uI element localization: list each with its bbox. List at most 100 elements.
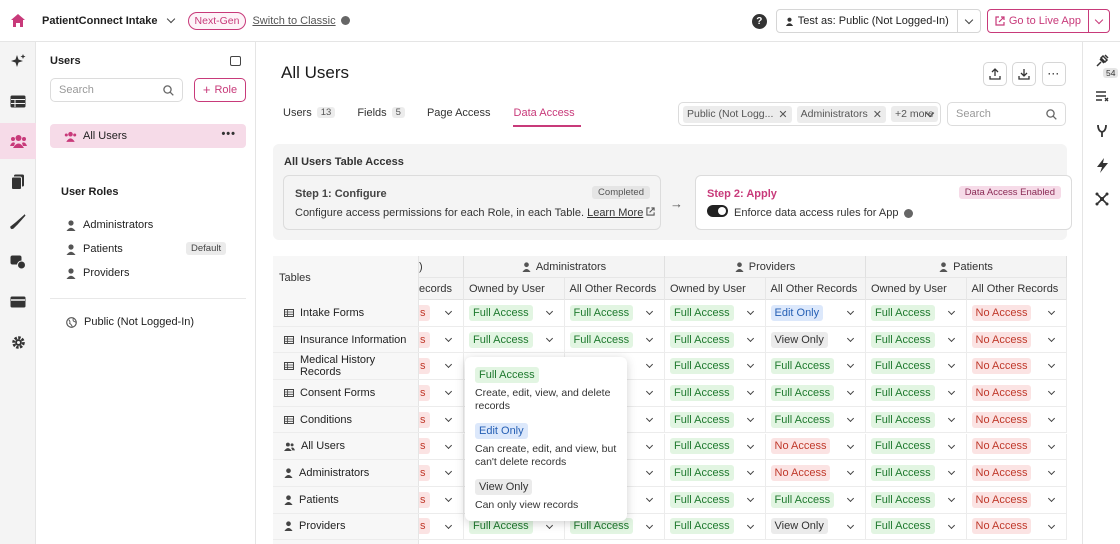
chevron-down-icon[interactable] [746,468,754,476]
access-cell[interactable]: Full Access [564,326,665,354]
upload-button[interactable] [983,62,1007,86]
option-view-only[interactable]: View Only Can only view records [475,479,620,512]
chevron-down-icon[interactable] [947,414,955,422]
chevron-down-icon[interactable] [746,441,754,449]
table-name-row[interactable]: Intake Forms [273,300,419,327]
option-edit-only[interactable]: Edit Only Can create, edit, and view, bu… [475,423,620,469]
table-name-row[interactable]: Insurance Information [273,327,419,354]
chevron-down-icon[interactable] [846,414,855,422]
enforce-access-toggle[interactable] [707,205,728,217]
chevron-down-icon[interactable] [545,307,553,316]
chevron-down-icon[interactable] [964,15,974,24]
app-switcher-chevron-icon[interactable] [166,14,175,24]
chevron-down-icon[interactable] [1047,361,1056,369]
chevron-down-icon[interactable] [645,334,654,342]
role-filter[interactable]: Public (Not Logg... ✕ Administrators ✕ +… [678,102,941,126]
access-cell[interactable]: No Access [966,380,1067,407]
access-cell[interactable]: Full Access [665,300,766,327]
chevron-down-icon[interactable] [1047,521,1056,529]
test-as-dropdown[interactable]: Test as: Public (Not Logged-In) [775,9,981,33]
table-name-row[interactable]: Providers [273,514,419,541]
table-search-input[interactable]: Search [947,102,1066,126]
chevron-down-icon[interactable] [947,468,955,476]
access-cell[interactable]: No Access [966,486,1067,514]
partial-access-cell[interactable]: s [419,513,464,541]
chevron-down-icon[interactable] [1047,468,1056,476]
chevron-down-icon[interactable] [545,334,553,342]
access-cell[interactable]: No Access [966,513,1067,541]
access-cell[interactable]: Full Access [765,353,866,381]
partial-access-cell[interactable]: s [419,433,464,461]
chevron-down-icon[interactable] [846,494,855,502]
rail-pages-icon[interactable] [0,164,36,200]
switch-to-classic-link[interactable]: Switch to Classic [252,14,336,27]
access-cell[interactable]: Full Access [866,486,967,514]
remove-chip-icon[interactable]: ✕ [778,108,788,121]
rail-automations-icon[interactable] [0,244,36,280]
add-role-button[interactable]: + Role [194,78,246,102]
table-name-row[interactable]: All Users [273,434,419,461]
chevron-down-icon[interactable] [846,521,855,529]
partial-access-cell[interactable]: s [419,300,464,327]
access-cell[interactable]: Full Access [866,300,967,327]
chevron-down-icon[interactable] [846,334,855,342]
table-name-row[interactable]: Patients [273,487,419,514]
table-name-row[interactable]: Consent Forms [273,380,419,407]
sidebar-item-all-users[interactable]: All Users ••• [50,124,246,148]
filter-chip[interactable]: Administrators ✕ [796,105,886,123]
chevron-down-icon[interactable] [746,361,754,369]
home-icon[interactable] [0,13,36,28]
download-button[interactable] [1012,62,1036,86]
help-icon[interactable]: ? [751,13,767,29]
sidebar-item-patients[interactable]: Patients [66,243,123,255]
chevron-down-icon[interactable] [947,361,955,369]
tab-page-access[interactable]: Page Access [427,104,491,127]
table-name-row[interactable]: Medical History Records [273,353,419,381]
remove-chip-icon[interactable]: ✕ [872,108,882,121]
rail-billing-card-icon[interactable] [0,284,36,320]
access-cell[interactable]: Full Access [866,380,967,407]
option-full-access[interactable]: Full Access Create, edit, view, and dele… [475,367,620,413]
chevron-down-icon[interactable] [645,441,654,449]
access-cell[interactable]: Full Access [665,326,766,354]
access-cell[interactable]: Full Access [866,406,967,434]
chevron-down-icon[interactable] [947,441,955,449]
access-cell[interactable]: Full Access [464,300,565,327]
access-cell[interactable]: Full Access [564,513,665,541]
access-cell[interactable]: Full Access [665,406,766,434]
filter-more-chip[interactable]: +2 more [890,106,938,122]
list-filter-icon[interactable] [1083,90,1120,102]
access-cell[interactable]: No Access [966,326,1067,354]
access-cell[interactable]: Full Access [765,380,866,407]
chevron-down-icon[interactable] [444,388,453,396]
table-name-row[interactable]: Conditions [273,407,419,434]
access-cell[interactable]: Full Access [665,486,766,514]
partial-access-cell[interactable]: s [419,486,464,514]
access-cell[interactable]: Full Access [665,460,766,487]
access-cell[interactable]: Full Access [665,433,766,461]
chevron-down-icon[interactable] [1047,494,1056,502]
chevron-down-icon[interactable] [444,414,453,422]
chevron-down-icon[interactable] [746,334,754,342]
more-options-icon[interactable]: ••• [221,128,236,140]
access-cell[interactable]: View Only [765,326,866,354]
chevron-down-icon[interactable] [645,468,654,476]
info-icon[interactable] [340,16,350,25]
rail-design-brush-icon[interactable] [0,204,36,240]
partial-access-cell[interactable]: s [419,406,464,434]
chevron-down-icon[interactable] [1047,441,1056,449]
access-cell[interactable]: No Access [765,460,866,487]
chevron-down-icon[interactable] [645,521,654,529]
chevron-down-icon[interactable] [746,494,754,502]
chevron-down-icon[interactable] [846,307,855,316]
chevron-down-icon[interactable] [746,521,754,529]
chevron-down-icon[interactable] [645,361,654,369]
chevron-down-icon[interactable] [947,521,955,529]
chevron-down-icon[interactable] [1047,307,1056,316]
chevron-down-icon[interactable] [746,307,754,316]
tab-users[interactable]: Users 13 [283,104,336,127]
chevron-down-icon[interactable] [947,334,955,342]
rail-users-icon[interactable] [0,123,36,159]
chevron-down-icon[interactable] [947,307,955,316]
chevron-down-icon[interactable] [545,521,553,529]
